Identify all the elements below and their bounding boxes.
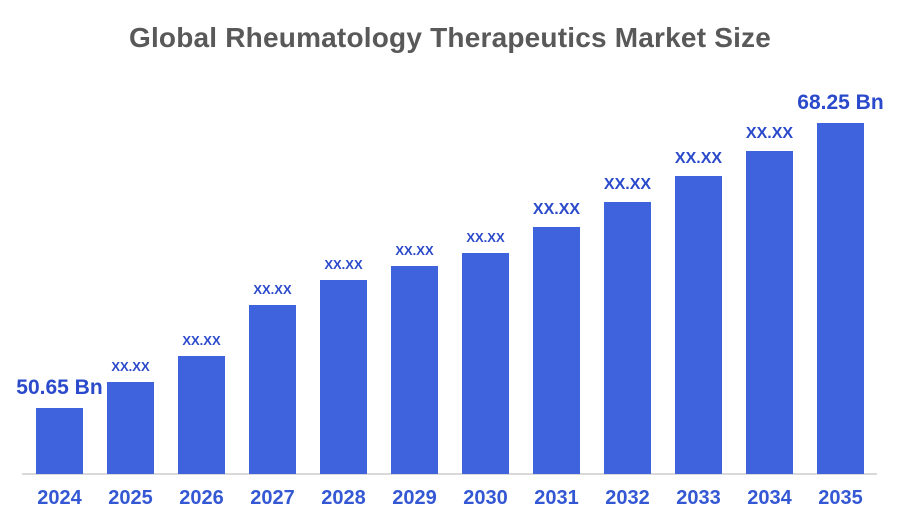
bar-value-label-2027: XX.XX <box>253 282 292 297</box>
bar-value-label-2026: XX.XX <box>182 333 221 348</box>
x-axis-tick-label-2029: 2029 <box>392 487 437 509</box>
chart-title: Global Rheumatology Therapeutics Market … <box>128 22 772 53</box>
x-axis-tick-label-2035: 2035 <box>818 487 863 509</box>
bar-2033 <box>675 176 722 474</box>
bar-2028 <box>320 280 367 474</box>
bar-2035 <box>817 123 864 474</box>
bar-value-label-2032: XX.XX <box>603 176 652 193</box>
bar-2034 <box>746 151 793 474</box>
x-axis-tick-label-2031: 2031 <box>534 487 579 509</box>
x-axis-tick-label-2024: 2024 <box>37 487 82 509</box>
bar-2031 <box>533 227 580 474</box>
bar-value-label-2030: XX.XX <box>466 230 505 245</box>
bar-value-label-2029: XX.XX <box>395 243 434 258</box>
x-axis-tick-label-2030: 2030 <box>463 487 508 509</box>
bar-2032 <box>604 202 651 474</box>
bar-2030 <box>462 253 509 474</box>
x-axis-tick-label-2028: 2028 <box>321 487 366 509</box>
bar-2029 <box>391 266 438 474</box>
bar-2024 <box>36 408 83 474</box>
bar-2025 <box>107 382 154 474</box>
bar-value-label-2033: XX.XX <box>674 150 723 167</box>
x-axis-tick-label-2032: 2032 <box>605 487 650 509</box>
bar-value-label-2024: 50.65 Bn <box>16 376 103 399</box>
x-axis-tick-label-2027: 2027 <box>250 487 295 509</box>
bar-2027 <box>249 305 296 474</box>
bar-value-label-2031: XX.XX <box>532 201 581 218</box>
x-axis-tick-label-2026: 2026 <box>179 487 224 509</box>
bar-2026 <box>178 356 225 474</box>
x-axis-line <box>22 473 877 475</box>
bar-value-label-2035: 68.25 Bn <box>797 91 884 114</box>
x-axis-tick-label-2025: 2025 <box>108 487 153 509</box>
bar-value-label-2025: XX.XX <box>111 359 150 374</box>
bar-value-label-2034: XX.XX <box>745 125 794 142</box>
x-axis-tick-label-2033: 2033 <box>676 487 721 509</box>
bar-value-label-2028: XX.XX <box>324 257 363 272</box>
x-axis-tick-label-2034: 2034 <box>747 487 792 509</box>
